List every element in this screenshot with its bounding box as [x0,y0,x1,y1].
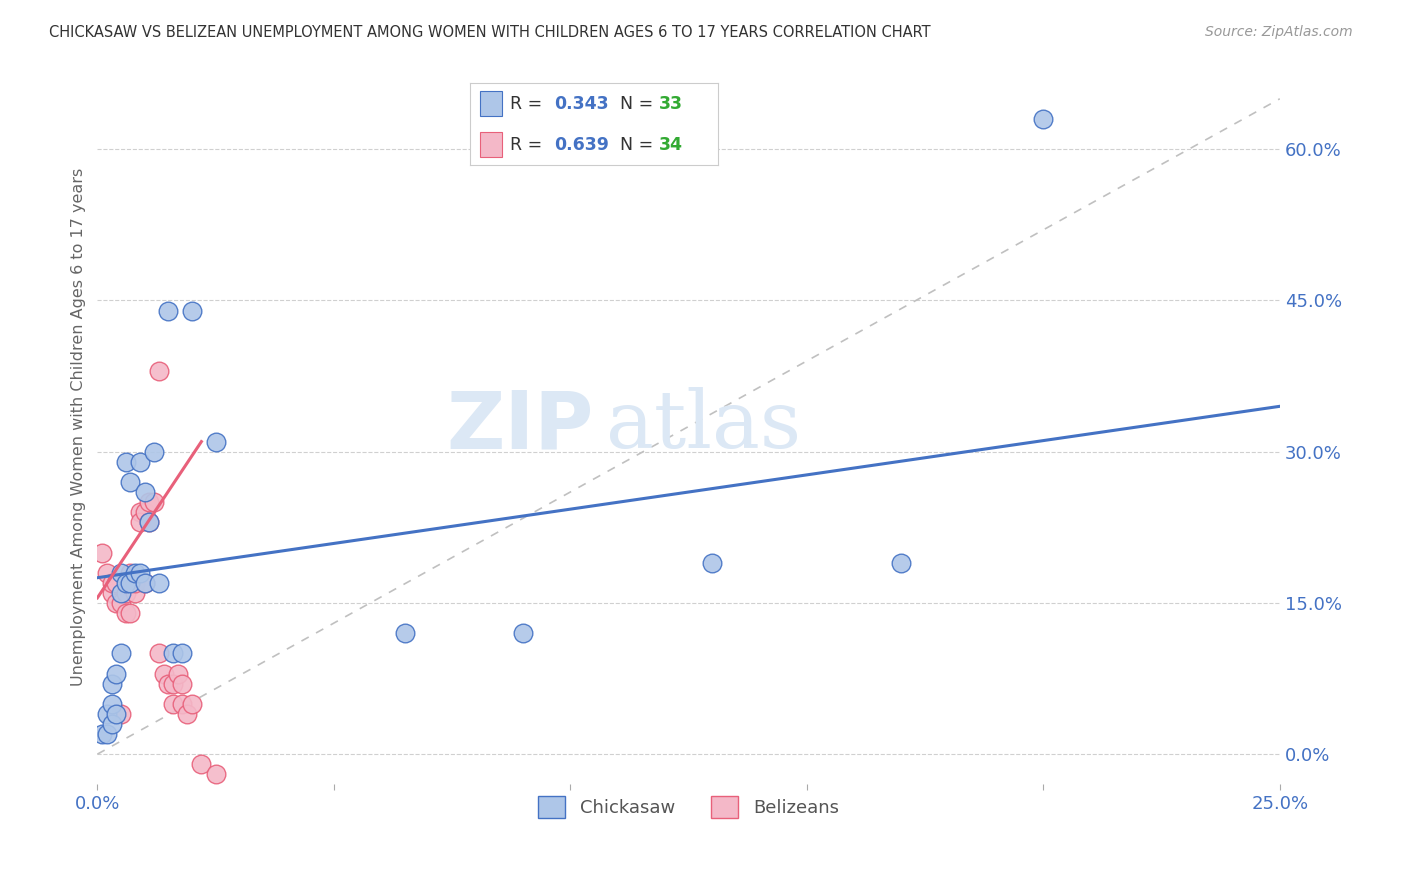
Point [100,586,122,600]
Point [134,575,156,590]
Point [162,676,184,690]
Point [148,364,170,378]
Point [134,575,156,590]
Point [96,706,118,721]
Point [100,697,122,711]
Point [204,767,226,781]
Point [120,475,142,489]
Point [702,556,724,570]
Point [166,666,188,681]
Point [100,575,122,590]
Point [134,505,156,519]
Point [134,485,156,500]
Point [110,586,132,600]
Point [105,706,128,721]
Point [181,697,204,711]
Point [138,495,160,509]
Point [162,697,184,711]
Point [172,646,194,660]
Point [105,666,128,681]
Point [114,606,136,620]
Point [162,646,184,660]
Point [143,444,166,458]
Point [114,455,136,469]
Point [120,575,142,590]
Point [114,575,136,590]
Text: Source: ZipAtlas.com: Source: ZipAtlas.com [1205,25,1353,39]
Point [890,556,912,570]
Point [512,626,534,640]
Point [176,706,198,721]
Point [129,515,152,529]
Point [129,566,152,580]
Point [100,717,122,731]
Point [124,586,146,600]
Point [204,434,226,449]
Point [124,575,146,590]
Point [129,505,152,519]
Point [110,646,132,660]
Point [157,676,180,690]
Point [394,626,416,640]
Text: ZIP: ZIP [447,387,593,466]
Point [110,596,132,610]
Point [96,727,118,741]
Point [110,706,132,721]
Text: atlas: atlas [606,387,801,466]
Point [190,757,212,772]
Point [114,586,136,600]
Point [138,515,160,529]
Point [91,727,114,741]
Point [157,303,180,318]
Point [1032,112,1054,126]
Point [152,666,174,681]
Text: CHICKASAW VS BELIZEAN UNEMPLOYMENT AMONG WOMEN WITH CHILDREN AGES 6 TO 17 YEARS : CHICKASAW VS BELIZEAN UNEMPLOYMENT AMONG… [49,25,931,40]
Y-axis label: Unemployment Among Women with Children Ages 6 to 17 years: Unemployment Among Women with Children A… [72,168,86,686]
Point [105,596,128,610]
Point [148,575,170,590]
Point [129,455,152,469]
Point [91,545,114,559]
Point [172,697,194,711]
Legend: Chickasaw, Belizeans: Chickasaw, Belizeans [531,789,846,825]
Point [181,303,204,318]
Point [96,566,118,580]
Point [120,606,142,620]
Point [100,676,122,690]
Point [138,515,160,529]
Point [124,566,146,580]
Point [120,566,142,580]
Point [110,566,132,580]
Point [143,495,166,509]
Point [148,646,170,660]
Point [105,575,128,590]
Point [172,676,194,690]
